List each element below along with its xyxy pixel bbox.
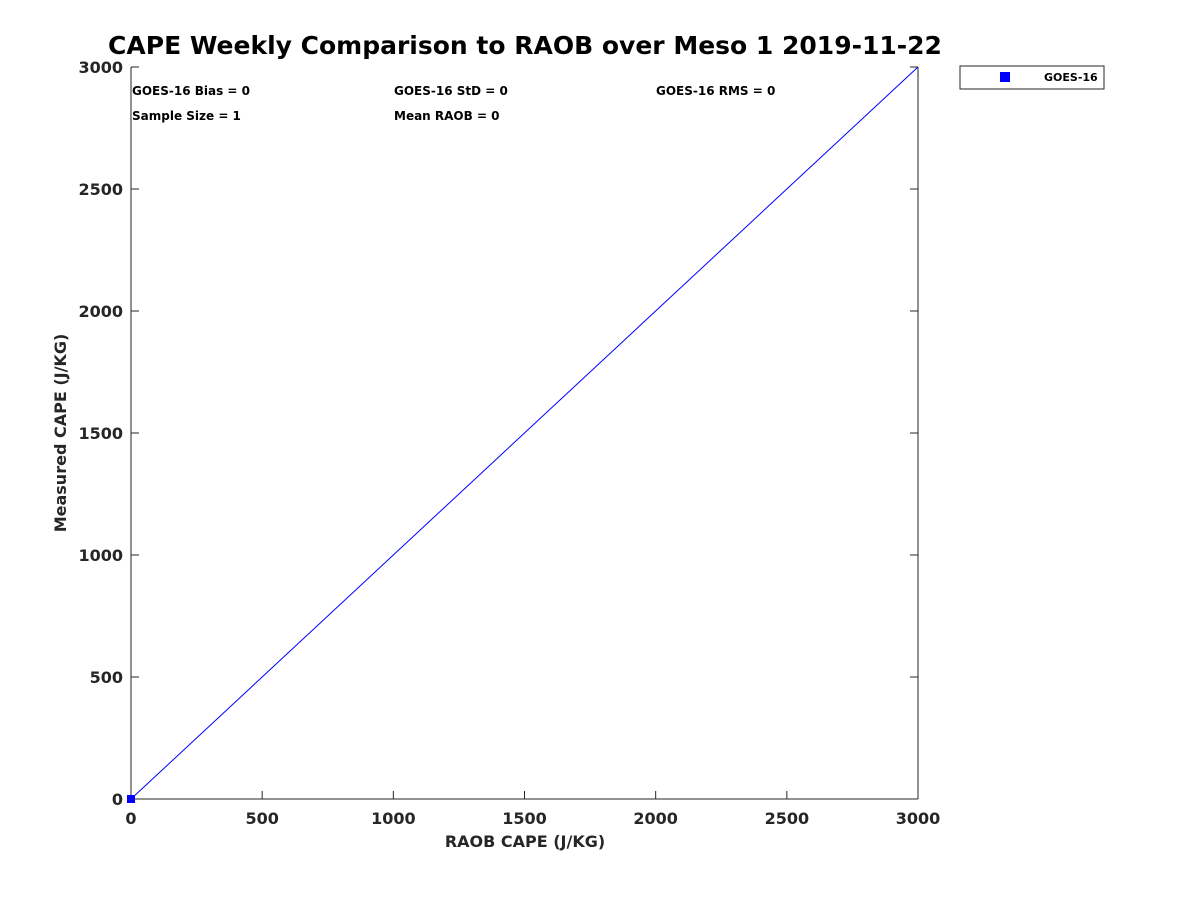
y-tick-label: 3000 [78,58,123,77]
y-ticks: 0 500 1000 1500 2000 2500 3000 [78,58,918,809]
legend: GOES-16 [959,65,1105,90]
x-tick-label: 2000 [633,809,678,828]
chart-title: CAPE Weekly Comparison to RAOB over Meso… [108,31,942,60]
x-tick-label: 1500 [502,809,547,828]
y-tick-label: 1500 [78,424,123,443]
y-tick-label: 2000 [78,302,123,321]
mean-raob-annotation: Mean RAOB = 0 [394,109,500,123]
data-points [127,795,135,803]
std-annotation: GOES-16 StD = 0 [394,84,508,98]
y-tick-label: 1000 [78,546,123,565]
y-tick-label: 0 [112,790,123,809]
stats-annotations: GOES-16 Bias = 0 GOES-16 StD = 0 GOES-16… [132,84,775,123]
x-ticks: 0 500 1000 1500 2000 2500 3000 [125,791,940,828]
x-tick-label: 1000 [371,809,416,828]
x-tick-label: 2500 [765,809,810,828]
sample-size-annotation: Sample Size = 1 [132,109,241,123]
reference-line-group [130,66,919,800]
x-axis-label: RAOB CAPE (J/KG) [445,832,605,851]
legend-box [959,65,1105,90]
y-axis-label: Measured CAPE (J/KG) [51,334,70,533]
legend-label-goes16: GOES-16 [1044,71,1098,84]
rms-annotation: GOES-16 RMS = 0 [656,84,775,98]
x-tick-label: 3000 [896,809,941,828]
x-tick-label: 0 [125,809,136,828]
x-tick-label: 500 [245,809,278,828]
data-point-goes16 [127,795,135,803]
one-to-one-reference-line [130,66,919,800]
bias-annotation: GOES-16 Bias = 0 [132,84,250,98]
y-tick-label: 2500 [78,180,123,199]
legend-marker-square-icon [1000,72,1010,82]
y-tick-label: 500 [90,668,123,687]
